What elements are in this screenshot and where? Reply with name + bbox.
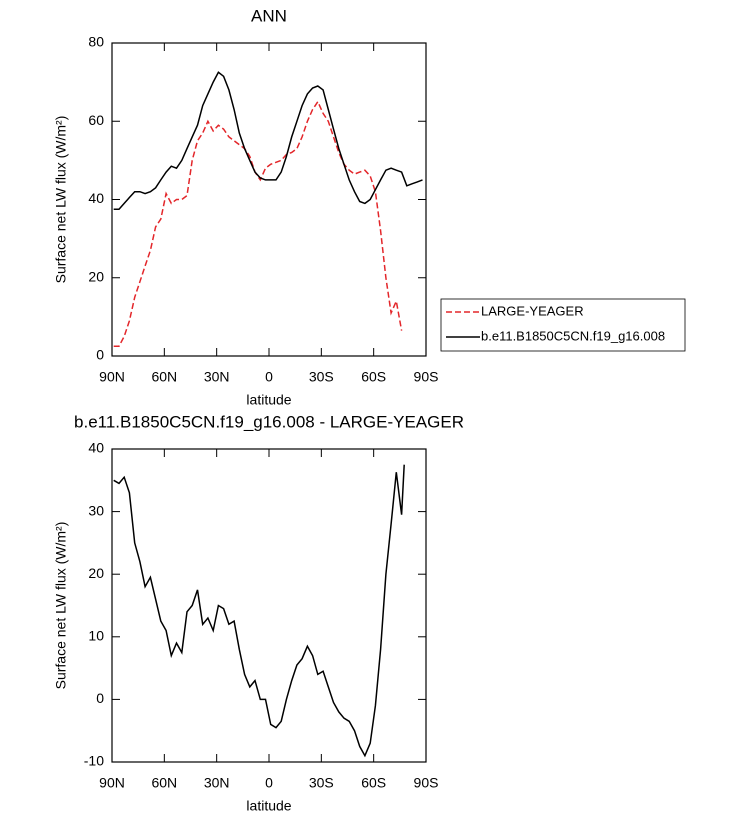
x-tick-label: 90N xyxy=(99,369,125,385)
x-axis-label: latitude xyxy=(246,392,291,408)
x-tick-label: 30N xyxy=(204,369,230,385)
x-tick-label: 30N xyxy=(204,775,230,791)
y-tick-label: 30 xyxy=(88,502,104,518)
x-tick-label: 90S xyxy=(414,775,439,791)
y-tick-label: 20 xyxy=(88,268,104,284)
chart-title: ANN xyxy=(251,6,287,25)
y-tick-label: -10 xyxy=(84,753,104,769)
y-tick-label: 80 xyxy=(88,34,104,50)
chart-title: b.e11.B1850C5CN.f19_g16.008 - LARGE-YEAG… xyxy=(74,412,464,431)
x-tick-label: 60N xyxy=(151,775,177,791)
y-tick-label: 40 xyxy=(88,190,104,206)
y-axis-label: Surface net LW flux (W/m²) xyxy=(53,116,69,284)
x-axis-label: latitude xyxy=(246,798,291,814)
y-tick-label: 40 xyxy=(88,440,104,456)
x-tick-label: 30S xyxy=(309,775,334,791)
y-tick-label: 10 xyxy=(88,628,104,644)
plot-frame xyxy=(111,448,427,763)
y-tick-label: 60 xyxy=(88,112,104,128)
y-axis-label: Surface net LW flux (W/m²) xyxy=(53,522,69,690)
y-tick-label: 0 xyxy=(96,347,104,363)
legend-label: b.e11.B1850C5CN.f19_g16.008 xyxy=(481,328,665,343)
x-tick-label: 0 xyxy=(265,369,273,385)
data-line xyxy=(113,100,403,347)
x-tick-label: 90N xyxy=(99,775,125,791)
x-tick-label: 30S xyxy=(309,369,334,385)
x-tick-label: 90S xyxy=(414,369,439,385)
legend-label: LARGE-YEAGER xyxy=(481,303,584,318)
x-tick-label: 60S xyxy=(361,369,386,385)
plot-frame xyxy=(111,42,427,357)
x-tick-label: 0 xyxy=(265,775,273,791)
x-tick-label: 60S xyxy=(361,775,386,791)
x-tick-label: 60N xyxy=(151,369,177,385)
data-line xyxy=(113,464,405,758)
data-line xyxy=(113,71,423,211)
y-tick-label: 0 xyxy=(96,690,104,706)
legend-frame xyxy=(440,298,686,352)
y-tick-label: 20 xyxy=(88,565,104,581)
